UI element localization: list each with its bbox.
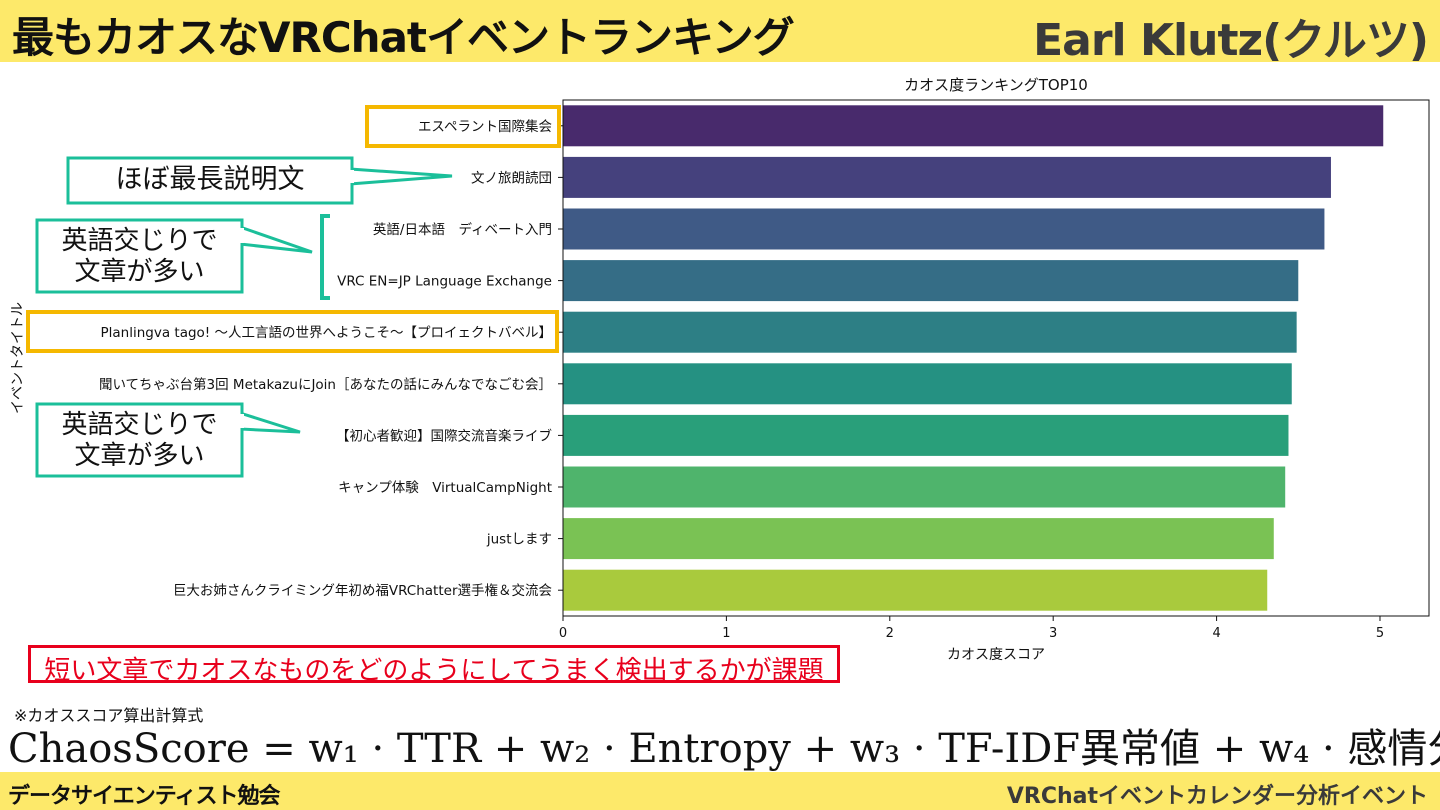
bar-4 <box>563 260 1299 302</box>
bar-5 <box>563 311 1297 353</box>
x-axis-label: カオス度スコア <box>947 647 1045 662</box>
bar-10 <box>563 569 1268 611</box>
x-tick-label: 2 <box>886 626 894 641</box>
chaos-score-formula: ChaosScore = w₁ · TTR + w₂ · Entropy + w… <box>8 726 1440 772</box>
category-label-5: Planlingva tago! ～人工言語の世界へようこそ～【プロイェクトバベ… <box>101 324 553 341</box>
page-title: 最もカオスなVRChatイベントランキング <box>12 13 795 62</box>
author-name: Earl Klutz(クルツ) <box>1033 15 1429 66</box>
bar-8 <box>563 466 1286 508</box>
bar-2 <box>563 156 1331 198</box>
bracket-2 <box>320 214 330 300</box>
callout-text-2b: 文章が多い <box>74 257 205 287</box>
footer-banner: データサイエンティスト勉会 VRChatイベントカレンダー分析イベント <box>0 772 1440 810</box>
x-tick-label: 3 <box>1049 626 1057 641</box>
bar-3 <box>563 208 1325 250</box>
formula-note: ※カオススコア算出計算式 <box>14 706 204 725</box>
header-banner: 最もカオスなVRChatイベントランキング Earl Klutz(クルツ) <box>0 0 1440 66</box>
callout-pointer-1 <box>348 167 453 186</box>
bars-layer <box>563 105 1384 611</box>
bar-6 <box>563 363 1292 405</box>
callout-pointer-2 <box>238 224 313 254</box>
callout-box-2 <box>35 218 244 294</box>
callout-pointer-3 <box>238 410 301 434</box>
category-label-7: 【初心者歓迎】国際交流音楽ライブ <box>336 427 552 444</box>
x-tick-label: 1 <box>722 626 730 641</box>
y-axis-label: イベントタイトル <box>10 302 26 414</box>
callout-box-1 <box>66 156 354 205</box>
callout-text-3a: 英語交じりで <box>61 410 218 440</box>
category-label-6: 聞いてちゃぶ台第3回 MetakazuにJoin［あなたの話にみんなでなごむ会］ <box>99 376 552 393</box>
footer-left: データサイエンティスト勉会 <box>8 784 280 809</box>
callout-text-3b: 文章が多い <box>74 441 205 471</box>
category-label-4: VRC EN=JP Language Exchange <box>337 274 552 290</box>
callout-text-1: ほぼ最長説明文 <box>115 164 305 195</box>
footer-right: VRChatイベントカレンダー分析イベント <box>1006 784 1428 809</box>
chart-title: カオス度ランキングTOP10 <box>904 76 1088 94</box>
x-tick-label: 5 <box>1376 626 1384 641</box>
category-label-8: キャンプ体験 VirtualCampNight <box>338 480 552 496</box>
callout-box-3 <box>35 402 244 478</box>
callout-text-2a: 英語交じりで <box>61 226 218 256</box>
category-label-1: エスペラント国際集会 <box>418 119 552 135</box>
x-tick-label: 4 <box>1212 626 1220 641</box>
category-label-2: 文ノ旅朗読団 <box>471 170 552 186</box>
bar-9 <box>563 518 1274 560</box>
bar-1 <box>563 105 1384 147</box>
highlight-box-esperanto <box>365 105 561 148</box>
category-label-9: justします <box>486 532 552 548</box>
conclusion-text: 短い文章でカオスなものをどのようにしてうまく検出するかが課題 <box>44 656 824 686</box>
category-label-3: 英語/日本語 ディベート入門 <box>373 221 552 238</box>
plot-frame <box>562 99 1430 617</box>
highlight-box-planlingva <box>26 310 559 353</box>
category-label-10: 巨大お姉さんクライミング年初め福VRChatter選手権＆交流会 <box>173 582 552 599</box>
x-tick-label: 0 <box>559 626 567 641</box>
x-axis-ticks: 0 1 2 3 4 5 <box>559 616 1384 641</box>
bar-7 <box>563 414 1289 456</box>
conclusion-box: 短い文章でカオスなものをどのようにしてうまく検出するかが課題 <box>28 645 840 686</box>
